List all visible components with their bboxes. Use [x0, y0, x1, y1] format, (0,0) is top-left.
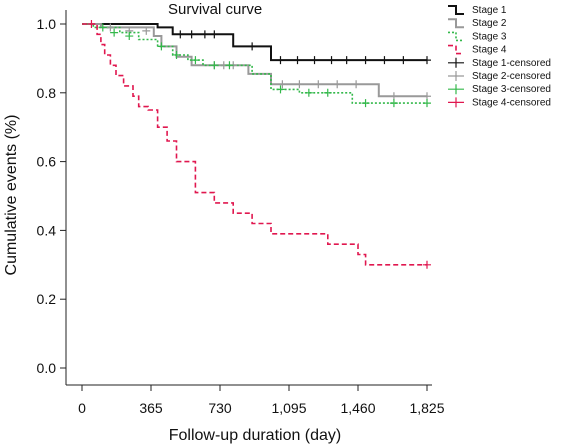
- x-ticks: 0 365 730 1,095 1,460 1,825: [78, 385, 445, 416]
- censor-mark-stage-1: [380, 56, 389, 65]
- censor-mark-stage-1: [361, 56, 370, 65]
- y-ticks: 0.0 0.2 0.4 0.6 0.8 1.0: [37, 16, 66, 376]
- censor-mark-stage-4: [87, 20, 96, 28]
- y-tick-label: 0.0: [37, 360, 57, 376]
- censor-mark-stage-1: [342, 56, 351, 65]
- censor-mark-stage-3: [157, 42, 166, 51]
- censor-mark-stage-3: [210, 61, 219, 70]
- censor-mark-stage-2: [106, 23, 115, 32]
- censor-mark-stage-1: [276, 56, 285, 65]
- x-tick-label: 730: [208, 400, 232, 416]
- censor-mark-stage-4: [423, 260, 431, 269]
- legend-label: Stage 4: [472, 45, 507, 56]
- plot-area: 0.0 0.2 0.4 0.6 0.8 1.0 0 365 730 1,095 1,460 1,82…: [37, 10, 445, 416]
- censor-mark-stage-3: [323, 88, 332, 97]
- x-tick-label: 1,825: [409, 400, 444, 416]
- censor-mark-stage-1: [200, 30, 209, 39]
- legend: Stage 1 Stage 2 Stage 3 Stage 4 Stage 1-cens…: [448, 5, 551, 108]
- censor-mark-stage-1: [293, 56, 302, 65]
- chart-title: Survival curve: [168, 1, 262, 18]
- censor-mark-stage-2: [423, 92, 431, 101]
- y-tick-label: 1.0: [37, 16, 57, 32]
- censor-mark-stage-2: [142, 26, 151, 35]
- censor-mark-stage-1: [176, 30, 185, 39]
- censor-mark-stage-2: [352, 80, 361, 89]
- legend-item-stage-4: Stage 4: [448, 45, 507, 56]
- legend-label: Stage 2: [472, 18, 507, 29]
- legend-label: Stage 1: [472, 5, 507, 16]
- x-tick-label: 365: [139, 400, 163, 416]
- y-tick-label: 0.8: [37, 85, 57, 101]
- y-axis-label: Cumulative events (%): [3, 115, 20, 276]
- legend-censor-swatch: [448, 57, 464, 68]
- series-line-stage-2: [82, 23, 427, 98]
- legend-censor-swatch: [448, 84, 464, 95]
- legend-label: Stage 3: [472, 31, 507, 42]
- censor-mark-stage-3: [423, 99, 431, 108]
- censor-mark-stage-1: [187, 30, 196, 39]
- legend-item-stage-1: Stage 1: [448, 5, 507, 16]
- censor-mark-stage-1: [327, 56, 336, 65]
- legend-censor-swatch: [448, 71, 464, 81]
- legend-label: Stage 3-censored: [472, 84, 551, 95]
- censor-mark-stage-3: [110, 28, 119, 37]
- series-lines: [82, 23, 427, 266]
- y-tick-label: 0.6: [37, 154, 57, 170]
- y-tick-label: 0.2: [37, 291, 57, 307]
- censor-mark-stage-3: [172, 50, 181, 59]
- censor-mark-stage-1: [210, 30, 219, 39]
- censor-mark-stage-3: [276, 85, 285, 94]
- censor-mark-stage-1: [423, 56, 431, 65]
- legend-item-stage-4-censored: Stage 4-censored: [448, 97, 551, 108]
- legend-swatch: [448, 31, 464, 42]
- x-tick-label: 1,460: [340, 400, 375, 416]
- censor-mark-stage-3: [225, 61, 234, 70]
- censor-mark-stage-2: [314, 80, 323, 89]
- censor-mark-stage-3: [125, 32, 134, 41]
- x-tick-label: 1,095: [271, 400, 306, 416]
- legend-label: Stage 4-censored: [472, 97, 551, 108]
- censor-mark-stage-1: [399, 56, 408, 65]
- legend-swatch: [448, 5, 464, 15]
- censor-mark-stage-2: [389, 92, 398, 101]
- series-line-stage-3: [82, 23, 427, 104]
- censor-mark-stage-2: [295, 80, 304, 89]
- series-line-stage-1: [82, 23, 427, 62]
- x-tick-label: 0: [78, 400, 86, 416]
- censor-mark-stage-3: [304, 88, 313, 97]
- censor-mark-stage-3: [361, 99, 370, 108]
- legend-item-stage-2-censored: Stage 2-censored: [448, 71, 551, 82]
- censor-mark-stage-3: [98, 23, 107, 32]
- legend-item-stage-1-censored: Stage 1-censored: [448, 57, 551, 69]
- legend-swatch: [448, 44, 464, 55]
- legend-censor-swatch: [448, 97, 464, 108]
- legend-item-stage-3-censored: Stage 3-censored: [448, 84, 551, 95]
- y-tick-label: 0.4: [37, 222, 57, 238]
- series-line-stage-4: [82, 23, 427, 266]
- censor-mark-stage-3: [191, 56, 200, 65]
- legend-item-stage-3: Stage 3: [448, 31, 507, 42]
- x-axis-label: Follow-up duration (day): [169, 427, 342, 444]
- censor-mark-stage-1: [248, 42, 257, 51]
- legend-item-stage-2: Stage 2: [448, 18, 507, 29]
- legend-label: Stage 1-censored: [472, 58, 551, 69]
- censor-mark-stage-2: [333, 80, 342, 89]
- censor-marks: [87, 20, 431, 269]
- censor-mark-stage-3: [389, 99, 398, 108]
- legend-swatch: [448, 18, 464, 29]
- legend-label: Stage 2-censored: [472, 71, 551, 82]
- censor-mark-stage-1: [310, 56, 319, 65]
- censor-mark-stage-2: [278, 80, 287, 89]
